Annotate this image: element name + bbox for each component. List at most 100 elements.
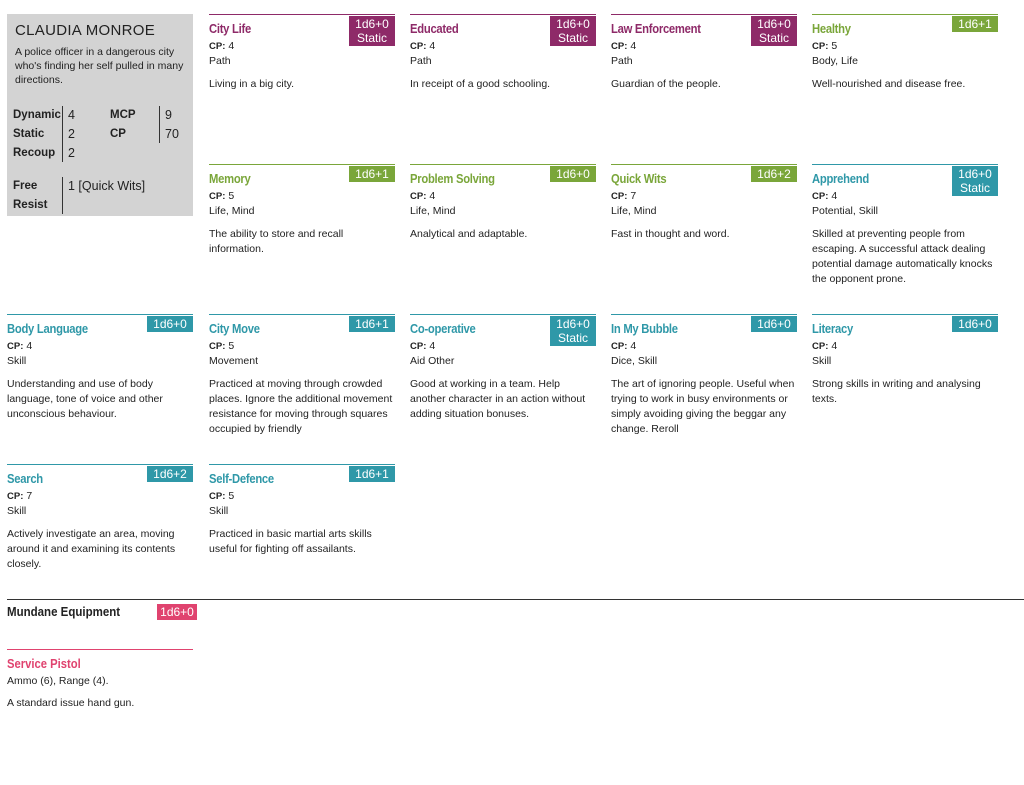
card-rule <box>209 464 395 465</box>
cp-value: 70 <box>165 127 179 141</box>
cp-value: 4 <box>429 190 436 202</box>
cp-label: CP: <box>209 491 226 502</box>
card-tags: Skill <box>7 355 27 367</box>
dice-value: 1d6+1 <box>355 317 389 331</box>
dice-value: 1d6+0 <box>153 317 187 331</box>
item-name: Service Pistol <box>7 657 81 671</box>
dynamic-value: 4 <box>68 108 75 122</box>
dice-value: 1d6+0 <box>958 167 992 181</box>
card-tags: Potential, Skill <box>812 205 878 217</box>
cp-label: CP: <box>611 41 628 52</box>
dice-badge: 1d6+0 <box>751 316 797 332</box>
dice-static-label: Static <box>758 31 789 45</box>
card-cp: CP: 4 <box>209 40 234 52</box>
card-title: In My Bubble <box>611 322 678 336</box>
card-tags: Life, Mind <box>410 205 456 217</box>
cp-value: 4 <box>630 40 637 52</box>
card-description: Guardian of the people. <box>611 78 721 90</box>
card-cp: CP: 7 <box>7 490 32 502</box>
card-cp: CP: 5 <box>209 340 234 352</box>
card-tags: Skill <box>7 505 27 517</box>
recoup-label: Recoup <box>13 147 56 159</box>
stats-divider <box>62 106 63 162</box>
card-rule <box>410 14 596 15</box>
mcp-label: MCP <box>110 109 136 121</box>
card-description: Actively investigate an area, moving aro… <box>7 528 176 570</box>
cp-label: CP: <box>812 41 829 52</box>
dice-value: 1d6+2 <box>757 167 791 181</box>
dice-static-label: Static <box>959 181 990 195</box>
card-title: Quick Wits <box>611 172 667 186</box>
equipment-divider <box>7 599 1024 600</box>
cp-value: 4 <box>429 40 436 52</box>
dice-value: 1d6+2 <box>153 467 187 481</box>
cp-value: 7 <box>26 490 33 502</box>
cp-label: CP: <box>812 191 829 202</box>
card-rule <box>410 314 596 315</box>
card-cp: CP: 4 <box>611 40 636 52</box>
card-tags: Path <box>611 55 633 67</box>
stats-divider <box>159 106 160 143</box>
recoup-value: 2 <box>68 146 75 160</box>
card-rule <box>812 164 998 165</box>
card-cp: CP: 5 <box>209 490 234 502</box>
card-description: Analytical and adaptable. <box>410 228 528 240</box>
dice-value: 1d6+0 <box>757 17 791 31</box>
card-rule <box>611 314 797 315</box>
item-rule <box>7 649 193 650</box>
card-tags: Path <box>410 55 432 67</box>
dice-badge: 1d6+1 <box>952 16 998 32</box>
cp-value: 5 <box>228 340 235 352</box>
card-rule <box>812 14 998 15</box>
cp-value: 4 <box>831 340 838 352</box>
static-value: 2 <box>68 127 75 141</box>
card-tags: Life, Mind <box>209 205 255 217</box>
card-rule <box>209 14 395 15</box>
cp-label: CP: <box>7 341 24 352</box>
card-cp: CP: 4 <box>611 340 636 352</box>
card-description: Well-nourished and disease free. <box>812 78 966 90</box>
dice-badge: 1d6+0 Static <box>952 166 998 196</box>
mcp-value: 9 <box>165 108 172 122</box>
dynamic-label: Dynamic <box>13 109 61 121</box>
card-tags: Skill <box>812 355 832 367</box>
dice-badge: 1d6+0 <box>550 166 596 182</box>
dice-static-label: Static <box>356 31 387 45</box>
card-description: Strong skills in writing and analysing t… <box>812 378 981 405</box>
cp-value: 5 <box>228 490 235 502</box>
card-description: The art of ignoring people. Useful when … <box>611 378 795 435</box>
cp-label: CP: <box>812 341 829 352</box>
dice-value: 1d6+0 <box>556 317 590 331</box>
dice-value: 1d6+0 <box>556 17 590 31</box>
free-label: Free <box>13 180 38 192</box>
card-cp: CP: 4 <box>410 40 435 52</box>
card-title: Healthy <box>812 22 851 36</box>
card-tags: Skill <box>209 505 229 517</box>
dice-value: 1d6+1 <box>355 467 389 481</box>
card-rule <box>611 14 797 15</box>
card-tags: Life, Mind <box>611 205 657 217</box>
cp-label: CP: <box>209 341 226 352</box>
cp-label: CP: <box>410 191 427 202</box>
dice-badge: 1d6+1 <box>349 466 395 482</box>
card-rule <box>209 314 395 315</box>
dice-value: 1d6+0 <box>757 317 791 331</box>
dice-badge: 1d6+2 <box>147 466 193 482</box>
card-description: The ability to store and recall informat… <box>209 228 344 255</box>
card-title: Co-operative <box>410 322 476 336</box>
card-title: Educated <box>410 22 459 36</box>
free-resist-value: 1 [Quick Wits] <box>68 179 146 193</box>
card-cp: CP: 4 <box>812 340 837 352</box>
card-description: Skilled at preventing people from escapi… <box>812 228 993 285</box>
cp-label: CP: <box>7 491 24 502</box>
cp-label: CP <box>110 128 126 140</box>
dice-static-label: Static <box>557 31 588 45</box>
stats-divider <box>62 177 63 214</box>
card-description: In receipt of a good schooling. <box>410 78 551 90</box>
cp-label: CP: <box>611 191 628 202</box>
character-panel: CLAUDIA MONROE A police officer in a dan… <box>7 14 193 216</box>
cp-value: 4 <box>429 340 436 352</box>
cp-value: 4 <box>831 190 838 202</box>
card-title: City Life <box>209 22 251 36</box>
card-description: Practiced at moving through crowded plac… <box>209 378 393 435</box>
